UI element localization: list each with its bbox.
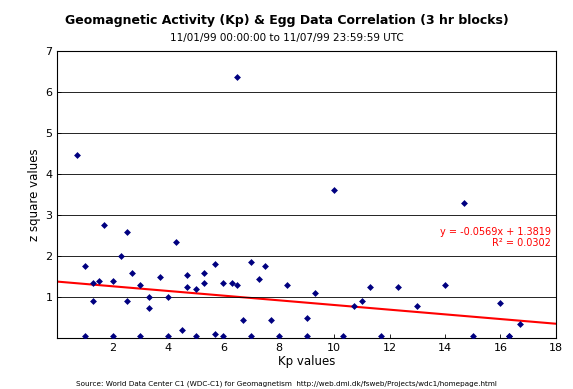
Text: Source: World Data Center C1 (WDC-C1) for Geomagnetism  http://web.dmi.dk/fsweb/: Source: World Data Center C1 (WDC-C1) fo…: [76, 380, 497, 387]
Text: Geomagnetic Activity (Kp) & Egg Data Correlation (3 hr blocks): Geomagnetic Activity (Kp) & Egg Data Cor…: [65, 14, 508, 26]
Text: y = -0.0569x + 1.3819
R² = 0.0302: y = -0.0569x + 1.3819 R² = 0.0302: [440, 227, 551, 249]
X-axis label: Kp values: Kp values: [278, 355, 335, 368]
Text: 11/01/99 00:00:00 to 11/07/99 23:59:59 UTC: 11/01/99 00:00:00 to 11/07/99 23:59:59 U…: [170, 33, 403, 43]
Y-axis label: z square values: z square values: [28, 148, 41, 241]
